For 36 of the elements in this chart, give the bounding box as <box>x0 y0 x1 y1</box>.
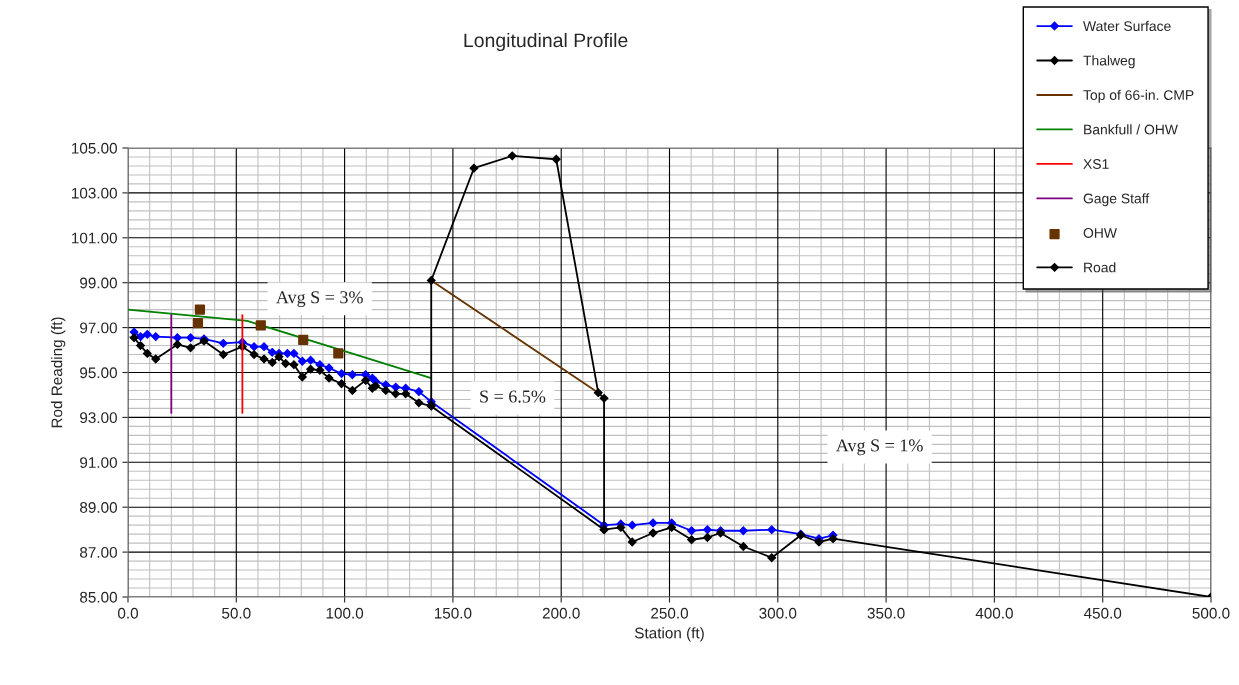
y-tick-label: 97.00 <box>80 322 117 334</box>
legend-label: Bankfull / OHW <box>1084 124 1178 135</box>
y-tick-label: 95.00 <box>80 367 117 379</box>
x-tick-label: 350.0 <box>867 607 905 619</box>
chart-title: Longitudinal Profile <box>464 32 628 52</box>
y-tick-label: 93.00 <box>80 412 117 424</box>
annotation: Avg S = 3% <box>276 291 363 308</box>
legend-label: Top of 66-in. CMP <box>1083 89 1194 103</box>
x-tick-label: 500.0 <box>1192 607 1230 619</box>
y-tick-label: 105.00 <box>72 142 117 154</box>
x-tick-label: 300.0 <box>759 607 797 619</box>
x-axis-title: Station (ft) <box>634 627 704 642</box>
y-tick-label: 85.00 <box>80 591 117 603</box>
legend-label: Water Surface <box>1083 20 1171 32</box>
x-tick-label: 400.0 <box>975 607 1013 619</box>
y-tick-label: 91.00 <box>80 457 117 468</box>
legend-label: Gage Staff <box>1083 193 1150 207</box>
x-tick-label: 450.0 <box>1083 607 1122 619</box>
y-tick-label: 101.00 <box>72 232 117 244</box>
legend-label: Road <box>1084 262 1116 273</box>
legend-label: OHW <box>1083 228 1117 238</box>
legend-label: Thalweg <box>1083 55 1135 69</box>
y-tick-label: 103.00 <box>72 187 117 199</box>
x-tick-label: 0.0 <box>117 607 139 619</box>
legend-label: XS1 <box>1083 159 1109 169</box>
x-tick-label: 50.0 <box>222 607 251 619</box>
x-tick-label: 150.0 <box>434 607 472 619</box>
x-tick-label: 250.0 <box>651 607 689 619</box>
x-tick-label: 200.0 <box>542 607 580 619</box>
y-axis-title: Rod Reading (ft) <box>51 317 66 428</box>
x-tick-label: 100.0 <box>326 607 364 619</box>
y-tick-label: 87.00 <box>80 546 117 558</box>
y-tick-label: 89.00 <box>80 502 117 513</box>
y-tick-label: 99.00 <box>80 277 117 289</box>
annotation: S = 6.5% <box>480 390 546 403</box>
annotation: Avg S = 1% <box>835 439 923 456</box>
